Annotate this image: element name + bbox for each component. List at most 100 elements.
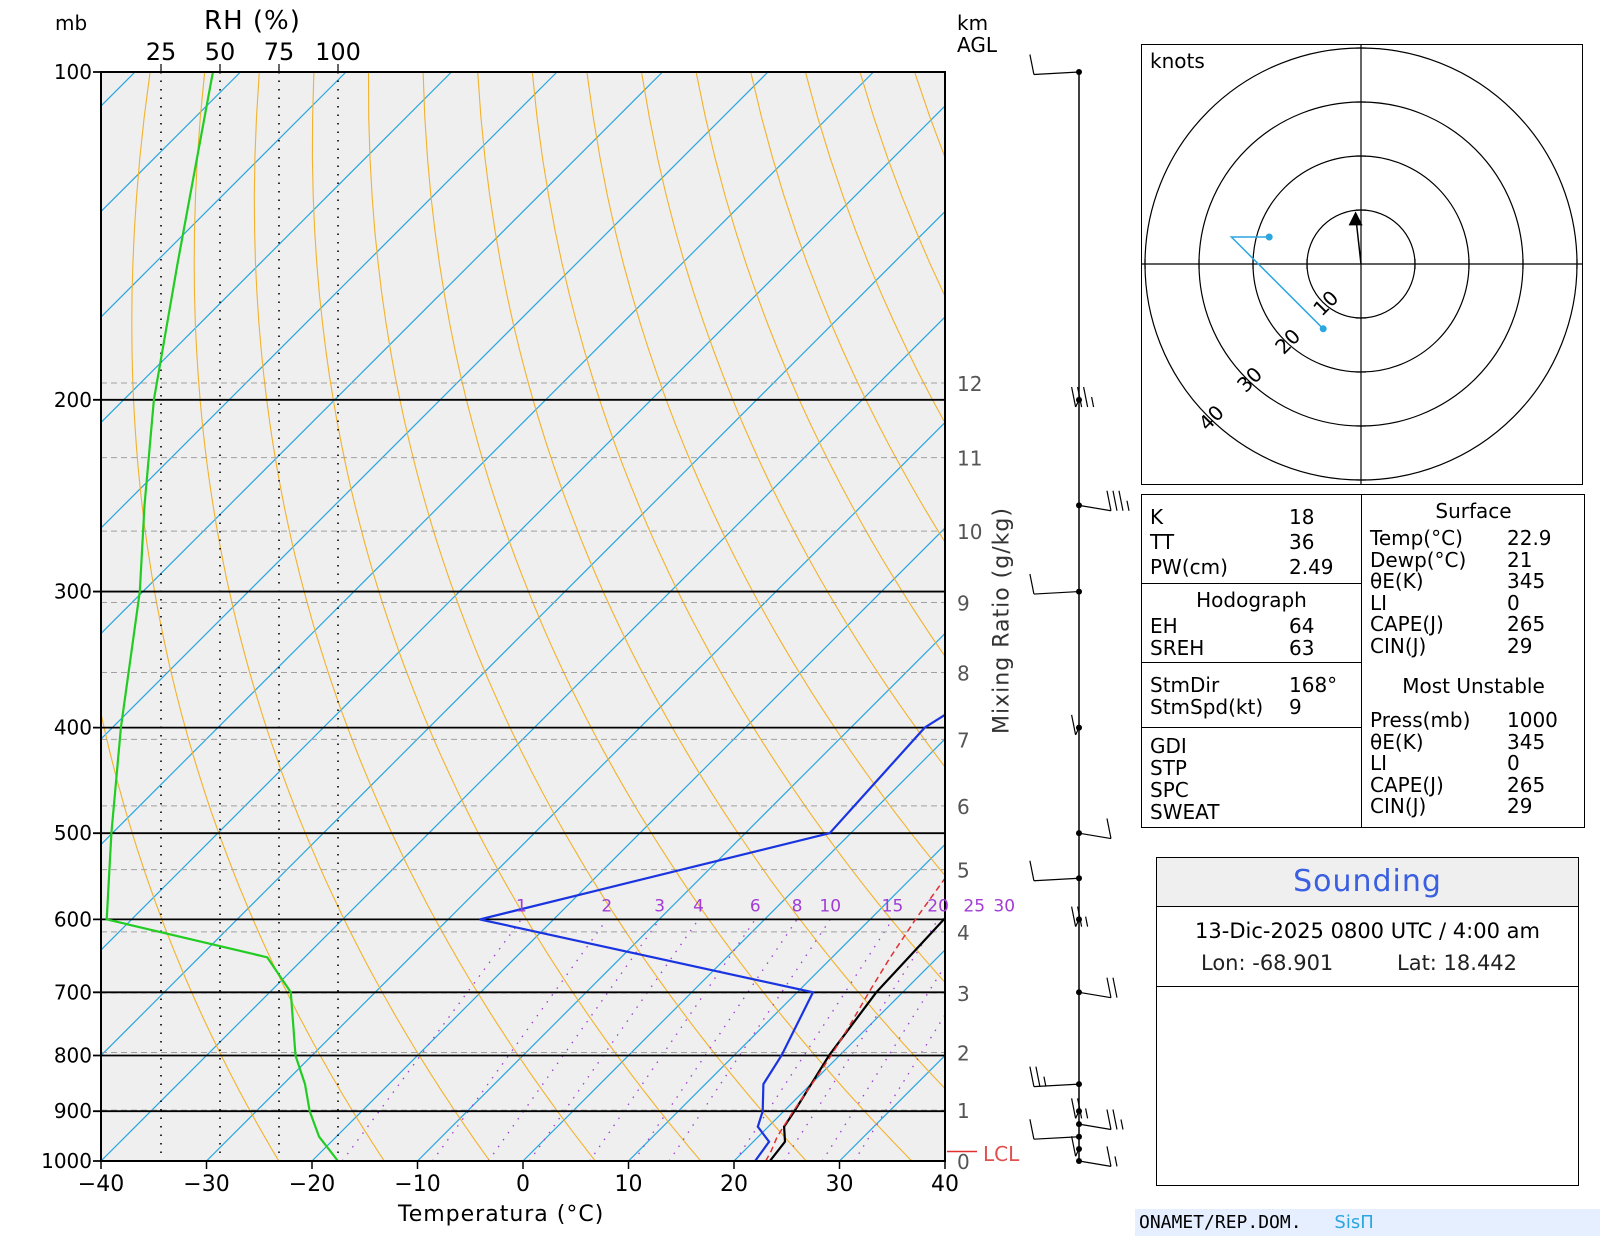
mixing-ratio-line <box>487 919 661 1161</box>
x-tick-label: 30 <box>826 1172 854 1197</box>
index-name: StmDir <box>1150 673 1220 697</box>
mixing-ratio-lines <box>341 919 945 1161</box>
height-unit-km: km <box>957 11 989 35</box>
sounding-latitude: Lat: 18.442 <box>1397 951 1518 975</box>
hodograph-unit-label: knots <box>1150 49 1205 73</box>
index-value: 168° <box>1289 673 1338 697</box>
wind-barb-shaft <box>1078 1160 1112 1167</box>
index-name: θE(K) <box>1370 729 1424 754</box>
dry-adiabat-line <box>586 72 945 877</box>
x-axis-title: Temperatura (°C) <box>398 1202 605 1227</box>
index-name: SWEAT <box>1150 800 1220 824</box>
wind-barb-feather <box>1112 1109 1118 1130</box>
parcel-profile-line <box>765 877 945 1161</box>
wind-barb-shaft <box>1033 71 1080 76</box>
footer-bar: ONAMET/REP.DOM. SisΠ <box>1135 1209 1600 1236</box>
index-value: 265 <box>1507 772 1546 797</box>
wind-barb-feather <box>1091 396 1095 408</box>
lcl-label: LCL <box>983 1142 1020 1166</box>
wind-barb-feather <box>1077 906 1083 927</box>
wind-barb-feather <box>1029 860 1035 881</box>
wind-barb-feather <box>1071 906 1077 927</box>
wind-barb-shaft <box>1075 1148 1080 1157</box>
index-value: 22.9 <box>1507 526 1552 550</box>
index-value: 0 <box>1507 751 1520 775</box>
wind-barb-shaft <box>1075 727 1080 736</box>
dry-adiabat-line <box>101 711 280 1161</box>
index-name: StmSpd(kt) <box>1150 695 1264 719</box>
index-name: TT <box>1150 530 1175 554</box>
index-name: PW(cm) <box>1150 555 1228 579</box>
index-name: LI <box>1370 590 1388 615</box>
height-tick-label: 9 <box>957 591 970 615</box>
index-value: 1000 <box>1507 708 1558 732</box>
hodograph-index-title: Hodograph <box>1196 588 1307 612</box>
wind-barb-feather <box>1029 54 1035 75</box>
wind-barb-feather <box>1029 1119 1035 1140</box>
mixing-ratio-tick-label: 15 <box>882 896 904 916</box>
wind-barb-feather <box>1118 490 1124 511</box>
hodograph-trace <box>1229 236 1324 330</box>
mixing-ratio-tick-label: 25 <box>963 896 985 916</box>
rh-tick-label: 50 <box>205 38 236 66</box>
mixing-ratio-tick-label: 2 <box>601 896 612 916</box>
pressure-tick-label: 900 <box>54 1099 92 1123</box>
isotherm-line <box>101 72 769 740</box>
dewpoint-profile-line <box>479 713 945 1161</box>
wind-barb-feather <box>1083 386 1089 408</box>
wind-barb-feather <box>1114 1156 1118 1167</box>
wind-barb-feather <box>1106 490 1112 511</box>
index-name: CAPE(J) <box>1370 772 1444 797</box>
storm-motion-arrowhead <box>1348 211 1363 226</box>
wind-barb-feather <box>1071 1136 1077 1157</box>
height-tick-label: 11 <box>957 447 982 471</box>
height-tick-label: 1 <box>957 1099 970 1123</box>
rh-title: RH (%) <box>204 6 301 36</box>
most-unstable-title: Most Unstable <box>1402 674 1545 698</box>
temperature-profile-line <box>769 916 945 1161</box>
info-divider <box>1157 986 1578 987</box>
index-name: CIN(J) <box>1370 794 1427 818</box>
mixing-ratio-tick-label: 20 <box>927 896 949 916</box>
pressure-tick-label: 300 <box>54 580 92 604</box>
index-value: 36 <box>1289 530 1315 554</box>
wind-barb-feather <box>1029 573 1035 595</box>
wind-barb-feather <box>1043 1076 1047 1087</box>
wind-barb-feather <box>1120 1119 1124 1130</box>
wind-barb-shaft <box>1033 1083 1080 1088</box>
sounding-info-panel <box>1156 857 1579 1186</box>
wind-barb-shaft <box>1078 1123 1112 1131</box>
wind-barb-shaft <box>1075 399 1080 408</box>
hodograph-panel <box>1141 44 1583 485</box>
wind-barb-feather <box>1035 1066 1041 1087</box>
x-tick-label: −20 <box>289 1172 335 1197</box>
dry-adiabat-line <box>193 72 491 1161</box>
pressure-tick-label: 700 <box>54 980 92 1004</box>
pressure-tick-label: 800 <box>54 1043 92 1067</box>
dry-adiabat-line <box>422 72 913 1161</box>
dry-adiabat-line <box>640 72 945 768</box>
index-value: 18 <box>1289 505 1315 529</box>
profile-lines <box>105 72 945 1161</box>
height-tick-label: 6 <box>957 795 970 819</box>
isotherm-line <box>101 72 452 424</box>
index-value: 0 <box>1507 590 1520 615</box>
isotherm-line <box>101 72 874 846</box>
rh-grid-lines <box>160 72 339 1161</box>
height-tick-label: 0 <box>957 1150 970 1174</box>
sounding-datetime: 13-Dic-2025 0800 UTC / 4:00 am <box>1195 919 1540 943</box>
x-tick-label: −40 <box>78 1172 124 1197</box>
mixing-ratio-tick-label: 4 <box>693 896 704 916</box>
wind-barb-feather <box>1077 386 1083 408</box>
index-value: 64 <box>1289 614 1315 638</box>
x-tick-label: 10 <box>615 1172 643 1197</box>
wind-barb-feather <box>1085 1108 1089 1119</box>
dry-adiabat-line <box>253 72 596 1161</box>
wind-barb-feather <box>1106 818 1112 839</box>
x-tick-label: −10 <box>394 1172 440 1197</box>
index-value: 63 <box>1289 636 1315 660</box>
index-name: SREH <box>1150 636 1205 660</box>
index-name: CAPE(J) <box>1370 612 1444 636</box>
